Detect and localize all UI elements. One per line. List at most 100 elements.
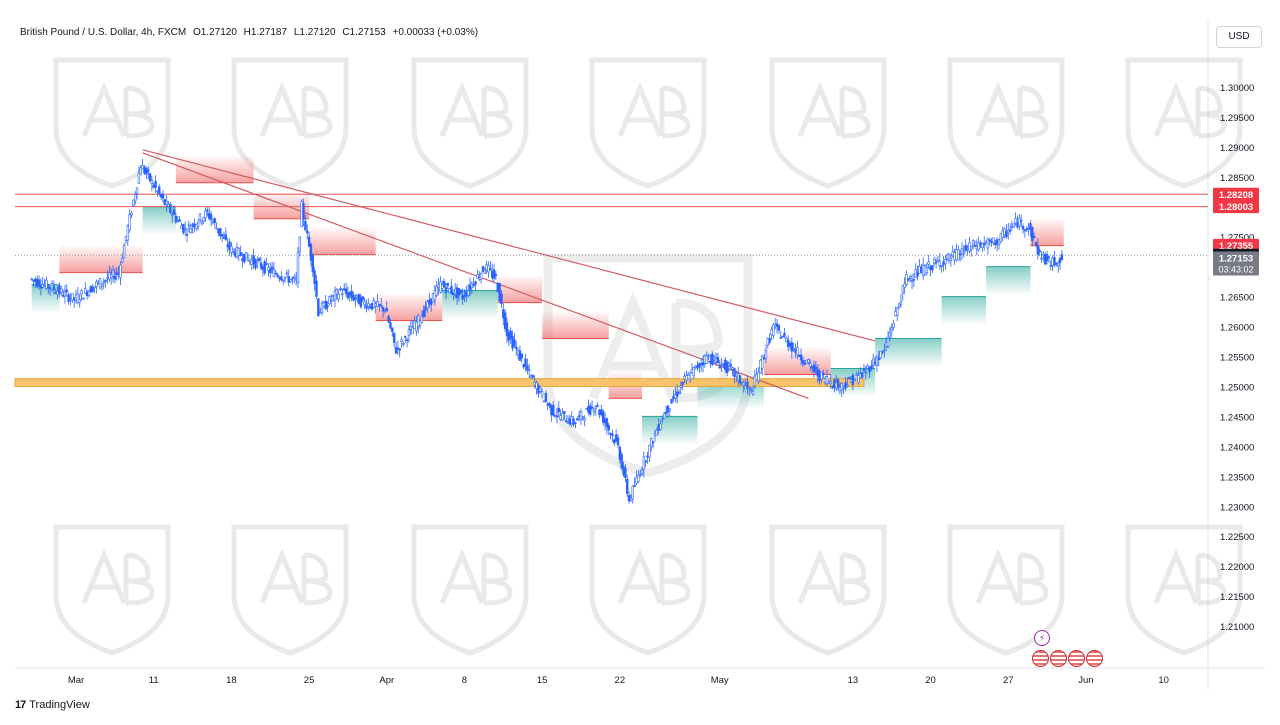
us-flag-icon[interactable] [1032,650,1049,667]
us-flag-icon[interactable] [1050,650,1067,667]
candle-body [753,375,757,386]
candle-body [87,290,91,296]
last-price-text: 1.27153 [1219,253,1253,264]
candle-body [437,284,440,288]
candle-body [182,224,185,233]
candle-body [725,361,729,373]
candle-body [348,292,351,296]
candle-body [859,373,862,379]
band-step-bear [497,275,543,303]
candle-body [527,369,531,372]
candle-body [773,324,777,327]
economic-events[interactable] [1032,650,1103,667]
candle-body [505,322,509,337]
x-tick-label: 10 [1158,675,1169,686]
candle-body [368,306,372,309]
candle-body [161,193,165,199]
candle-body [407,329,411,337]
candle-body [637,474,640,482]
candle-body [243,253,246,263]
candle-body [835,382,838,389]
candle-body [912,279,916,281]
candle-body [109,274,113,278]
candle-body [921,264,925,277]
candle-body [239,251,242,257]
candle-body [736,373,740,381]
candle-body [688,377,692,381]
candle-body [444,287,448,294]
candle-body [1055,263,1058,265]
tradingview-branding[interactable]: 17 TradingView [15,699,90,711]
candle-body [392,332,396,343]
candle-body [226,244,229,248]
candle-body [363,301,366,306]
us-flag-icon[interactable] [1086,650,1103,667]
candle-body [1047,256,1051,259]
y-tick-label: 1.28500 [1220,173,1254,184]
candle-body [522,364,525,368]
candle-body [955,249,958,261]
candle-body [564,420,568,423]
candle-body [343,288,346,291]
candle-body [962,252,966,254]
candle-body [738,375,742,384]
candle-body [790,342,794,352]
candle-body [690,369,694,374]
candle-body [357,294,361,305]
candle-body [428,299,431,304]
candle-body [341,293,344,296]
currency-button[interactable]: USD [1216,26,1262,48]
candle-body [653,433,657,436]
candle-body [429,298,433,305]
candle-body [490,270,494,278]
candle-body [1056,262,1060,267]
candle-body [609,433,612,435]
x-tick-label: Apr [379,675,394,686]
watermark-logo-icon [231,524,349,656]
candle-body [381,307,385,312]
lightning-icon[interactable]: ⚡ [1034,630,1050,646]
candle-body [287,276,290,283]
candle-body [920,266,923,273]
candle-body [435,286,438,296]
candle-body [418,320,422,326]
candle-body [115,272,118,276]
candle-body [67,294,70,303]
candle-body [191,224,194,227]
candle-body [574,422,577,424]
candle-body [870,365,873,369]
candle-body [822,372,825,376]
candle-body [818,371,821,381]
candles-layer [30,158,1064,504]
candle-body [465,291,468,297]
candle-body [245,251,248,260]
candle-body [892,323,895,328]
candle-body [150,180,154,185]
candle-body [43,283,46,286]
candle-body [781,336,784,338]
candle-body [209,214,213,220]
symbol-name: British Pound / U.S. Dollar, 4h, FXCM [20,27,187,38]
candle-body [252,255,255,265]
candle-body [183,228,187,231]
candle-body [770,329,773,336]
candle-body [1003,228,1006,236]
tradingview-logo-icon: 17 [15,699,26,711]
candle-body [672,396,675,399]
shield-shape [53,57,171,189]
candle-body [509,330,512,339]
candle-body [846,384,849,387]
ab-letters [617,81,691,139]
candle-body [857,375,860,384]
candle-body [128,214,131,231]
candle-body [265,263,268,265]
us-flag-icon[interactable] [1068,650,1085,667]
candle-body [1038,250,1041,252]
candle-body [642,456,646,471]
candle-body [1045,254,1049,261]
candle-body [100,283,104,287]
candle-body [126,225,130,241]
candle-body [296,252,300,284]
